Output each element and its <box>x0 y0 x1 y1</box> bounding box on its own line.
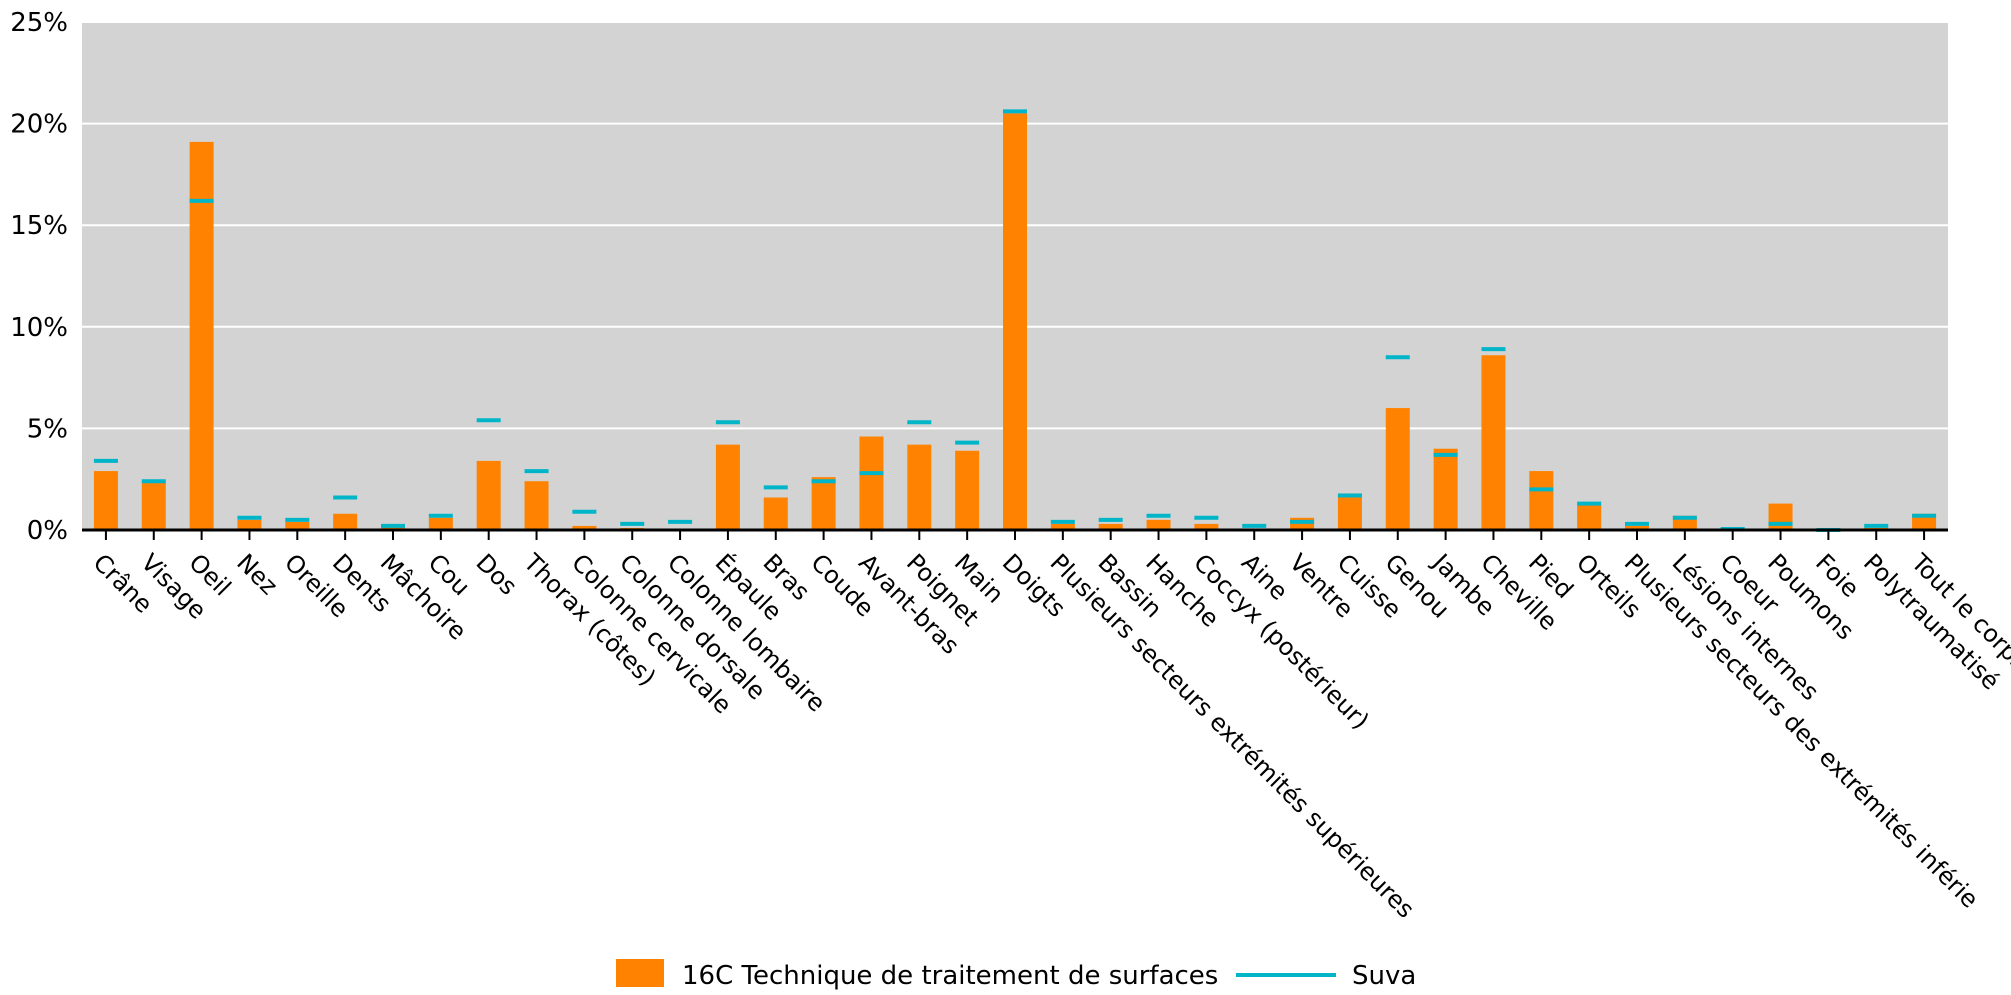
bar <box>1385 408 1410 530</box>
bar <box>1529 471 1554 530</box>
y-tick-label: 25% <box>10 8 68 38</box>
y-tick-label: 20% <box>10 110 68 140</box>
legend-swatch-bar <box>616 959 664 987</box>
legend-label-marker-series: Suva <box>1352 961 1416 991</box>
y-tick-label: 5% <box>27 414 68 444</box>
bar <box>907 444 932 530</box>
bar <box>1290 517 1315 530</box>
bar <box>763 497 788 530</box>
category-label: Dos <box>470 548 522 600</box>
bar <box>381 525 405 530</box>
bar <box>1146 519 1171 530</box>
legend: 16C Technique de traitement de surfaces … <box>616 959 1416 991</box>
legend-label-bar-series: 16C Technique de traitement de surfaces <box>682 961 1218 991</box>
bar <box>428 517 453 530</box>
bar <box>237 519 262 530</box>
bar <box>1098 523 1123 530</box>
bar <box>333 513 358 530</box>
y-tick-label: 15% <box>10 211 68 241</box>
bar <box>1003 113 1027 530</box>
y-tick-label: 0% <box>27 516 68 546</box>
bar-series <box>93 113 1937 530</box>
bar <box>285 521 310 530</box>
bar <box>1481 355 1506 530</box>
bar <box>1433 448 1458 530</box>
bar <box>811 477 836 530</box>
y-axis-ticks: 0% 5% 10% 15% 20% 25% <box>10 8 68 546</box>
category-label: Nez <box>231 548 283 600</box>
y-tick-label: 10% <box>10 313 68 343</box>
bar <box>1337 493 1362 530</box>
category-labels: CrâneVisageOeilNezOreilleDentsMâchoireCo… <box>88 547 2011 924</box>
marker-series <box>93 109 1937 532</box>
bar <box>1577 503 1602 530</box>
bar <box>476 460 501 530</box>
bar <box>141 481 166 530</box>
bar <box>955 450 980 530</box>
bar <box>524 481 549 530</box>
bar <box>93 471 118 530</box>
bar <box>859 436 884 530</box>
bar <box>1912 513 1937 530</box>
bar <box>1194 523 1219 530</box>
bar <box>1768 503 1793 530</box>
x-axis-ticks <box>104 530 1926 540</box>
bar <box>189 141 214 530</box>
bar <box>1050 523 1075 530</box>
bar <box>572 525 597 530</box>
bar <box>1625 525 1649 530</box>
bar <box>715 444 740 530</box>
